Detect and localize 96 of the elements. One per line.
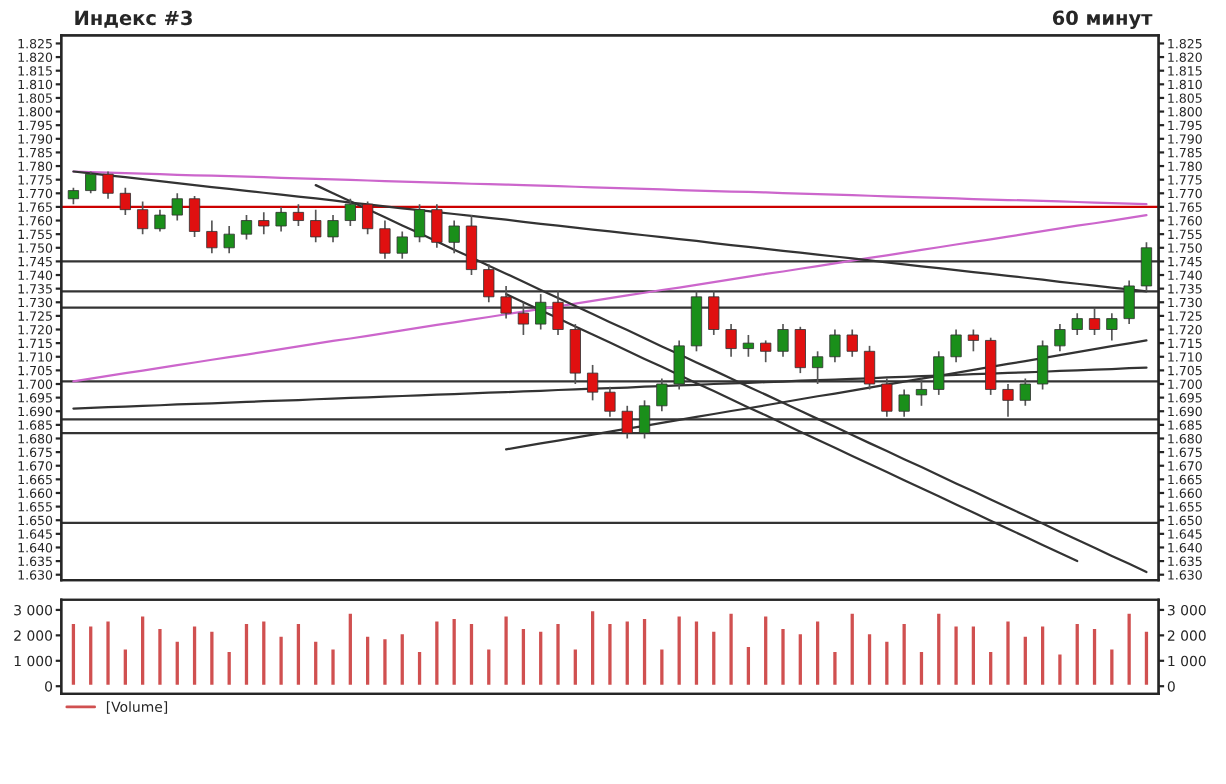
bar	[657, 646, 667, 688]
bar	[449, 616, 459, 688]
candlestick	[188, 195, 201, 238]
bar	[328, 646, 338, 688]
bar	[917, 649, 926, 688]
bar	[415, 649, 424, 688]
candlestick	[240, 214, 253, 241]
bar	[86, 623, 96, 688]
candlestick	[171, 192, 183, 222]
bar	[276, 633, 286, 688]
bar	[1020, 633, 1030, 688]
bar	[588, 608, 598, 688]
candlestick	[777, 323, 789, 358]
bar	[709, 628, 719, 688]
bar	[882, 639, 892, 688]
candlestick	[292, 203, 305, 227]
candlestick	[137, 200, 149, 235]
bar	[293, 621, 303, 688]
candlestick	[760, 339, 772, 364]
candlestick	[327, 214, 339, 244]
bar	[865, 631, 874, 688]
candlestick	[344, 197, 356, 227]
bar	[605, 621, 615, 688]
bar	[1090, 626, 1099, 688]
bar	[1003, 618, 1013, 688]
bar	[1072, 621, 1082, 688]
bar	[674, 613, 684, 688]
bar	[795, 631, 805, 688]
candlestick	[846, 328, 858, 358]
candlestick	[362, 200, 374, 235]
bar	[69, 621, 78, 688]
candlestick	[258, 211, 270, 235]
bar	[484, 646, 494, 688]
candlestick	[119, 187, 131, 216]
bar	[570, 646, 580, 688]
candlestick	[275, 206, 287, 233]
bar	[518, 626, 528, 688]
bar	[778, 626, 788, 688]
candlestick	[1106, 312, 1118, 342]
candlestick	[725, 323, 737, 358]
candlestick	[310, 208, 322, 244]
bar	[1124, 611, 1134, 688]
candlestick	[206, 219, 218, 255]
candlestick	[742, 334, 754, 358]
bar	[986, 649, 996, 688]
bar	[934, 611, 944, 688]
bar	[432, 618, 442, 688]
bar	[155, 626, 165, 688]
bar	[467, 621, 476, 688]
bar	[207, 628, 217, 688]
bar	[1038, 623, 1048, 688]
bar	[501, 613, 511, 688]
bar	[172, 639, 182, 688]
chart-subtitle: 60 минут	[1052, 10, 1153, 30]
bar	[1142, 628, 1151, 688]
candlestick	[967, 328, 979, 353]
bar	[692, 618, 701, 688]
chart-title: Индекс #3	[75, 10, 192, 28]
bar	[847, 611, 857, 688]
candlestick	[1071, 312, 1083, 336]
candlestick	[413, 203, 426, 244]
bar	[899, 621, 909, 688]
bar	[968, 623, 978, 688]
bar	[553, 621, 563, 688]
candlestick	[154, 208, 166, 233]
bar	[951, 623, 961, 688]
bar	[311, 639, 321, 688]
candlestick	[829, 328, 841, 364]
bar	[622, 618, 632, 688]
bar	[224, 649, 234, 688]
bar	[345, 611, 355, 688]
bar	[190, 623, 199, 688]
bar	[259, 618, 269, 688]
bar	[536, 628, 546, 688]
bar	[726, 611, 736, 688]
bar	[830, 649, 840, 688]
bar	[103, 618, 113, 688]
bar	[363, 633, 373, 688]
bar	[813, 618, 823, 688]
line-series	[72, 170, 1148, 206]
bar	[242, 621, 251, 688]
bar	[1107, 646, 1117, 688]
bar	[397, 631, 407, 688]
candlestick	[794, 325, 806, 374]
candlestick	[950, 328, 962, 364]
candlestick	[431, 203, 443, 249]
bar	[380, 636, 390, 688]
line-series	[72, 213, 1148, 383]
candlestick	[448, 219, 460, 255]
bar	[1055, 651, 1065, 688]
bar	[743, 644, 753, 688]
bar	[761, 613, 771, 688]
bar	[120, 646, 130, 688]
candlestick	[223, 225, 235, 255]
bar	[640, 616, 649, 688]
bar	[138, 613, 148, 688]
